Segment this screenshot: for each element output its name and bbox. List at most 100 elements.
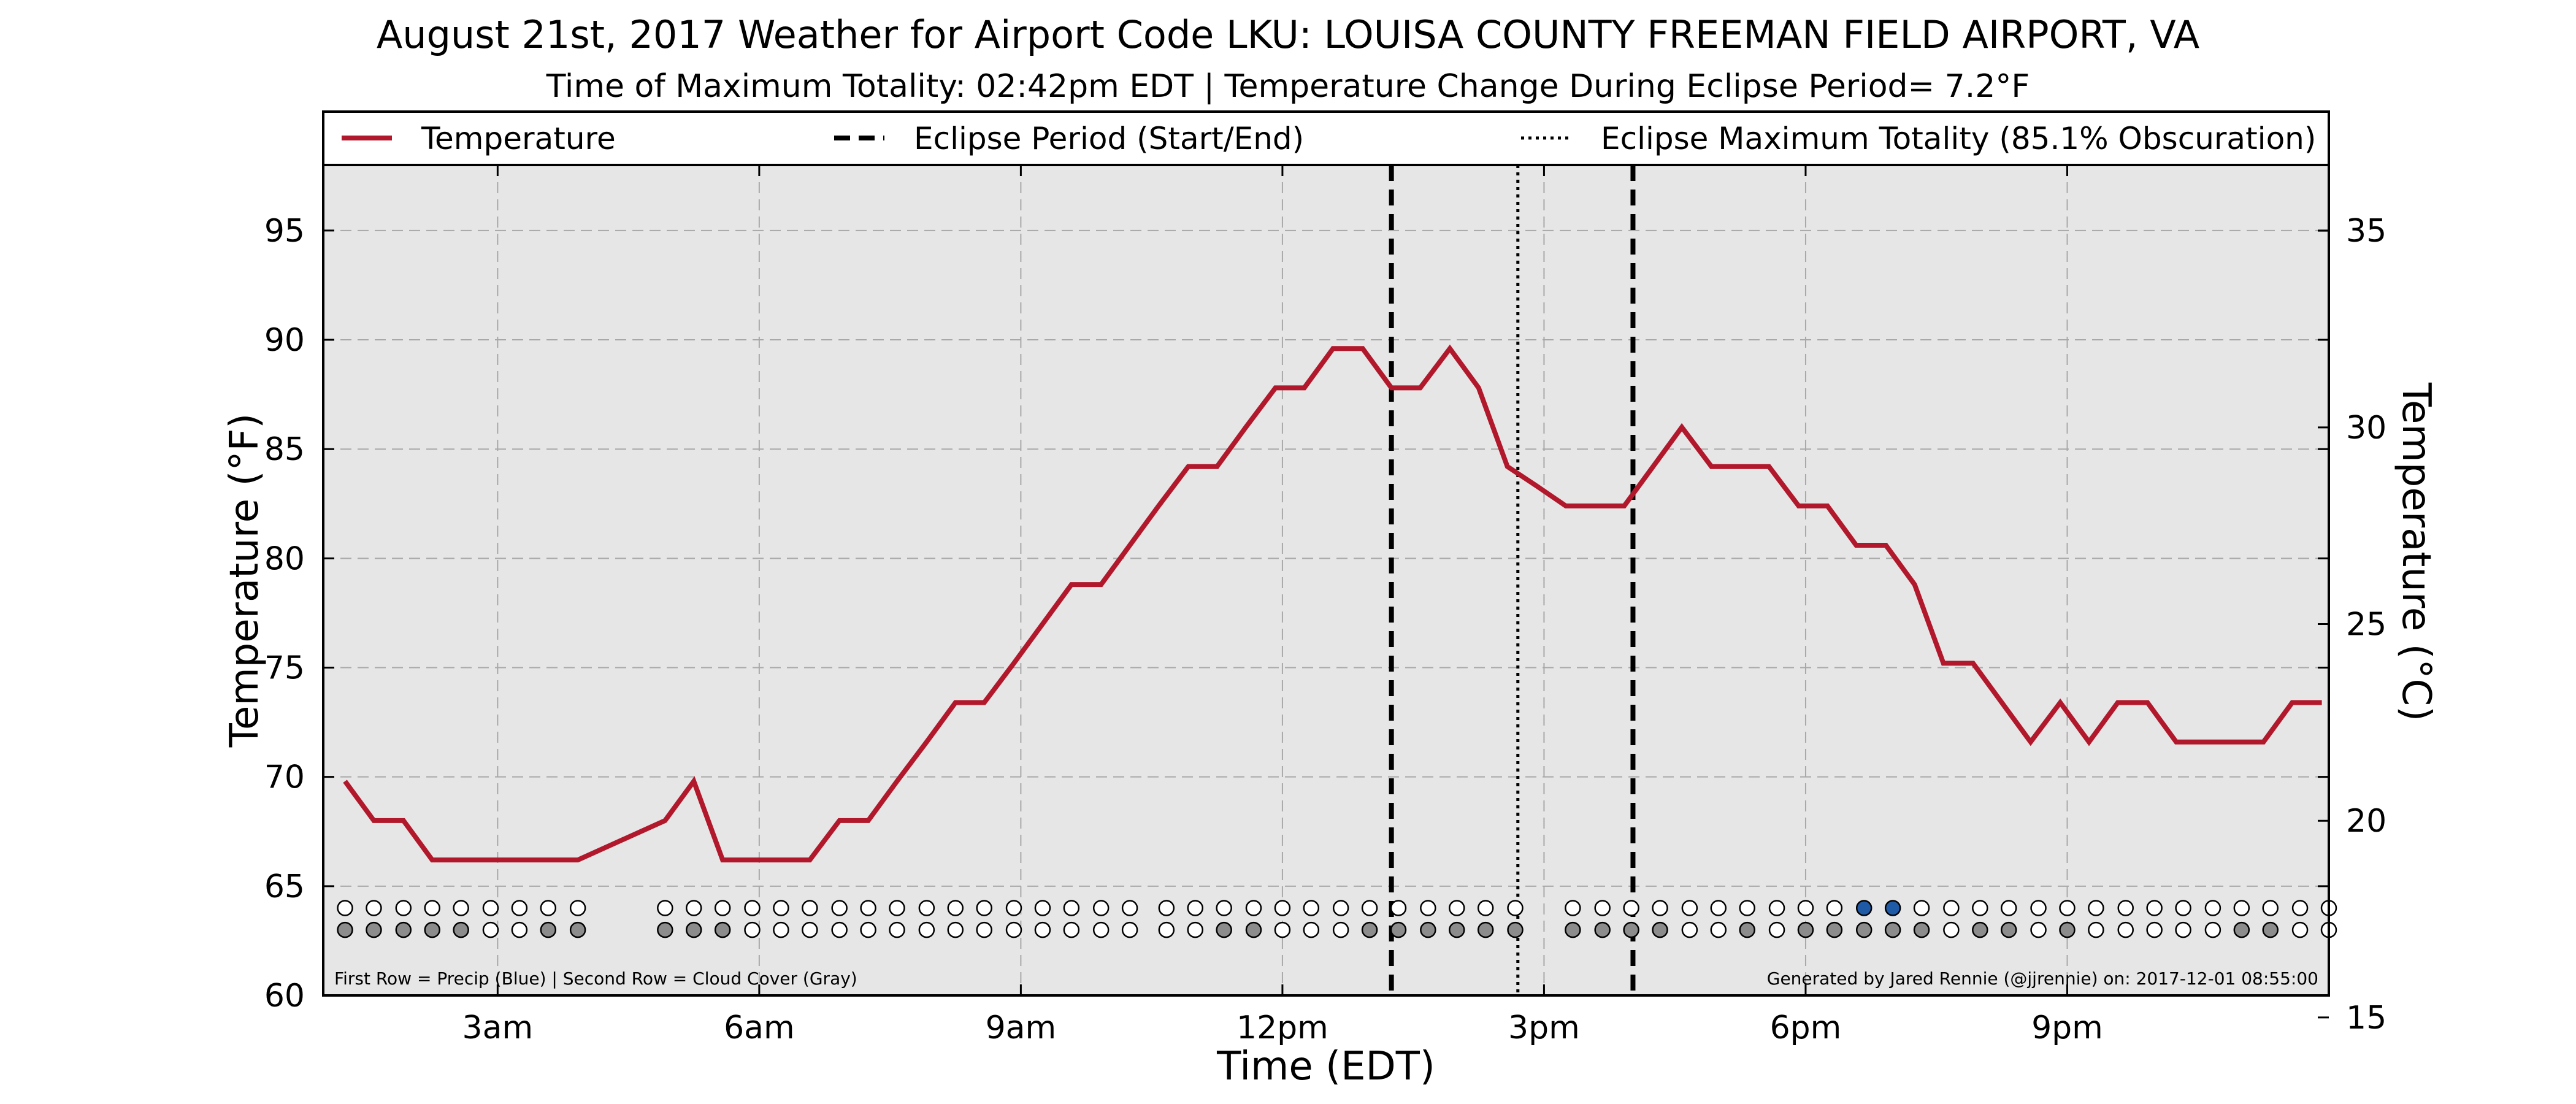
cloud-cover-marker — [1034, 921, 1051, 938]
cloud-cover-marker — [1826, 921, 1843, 938]
precip-marker — [1303, 900, 1320, 916]
x-tick-label: 6am — [724, 1010, 795, 1046]
precip-marker — [1005, 900, 1022, 916]
cloud-cover-marker — [1797, 921, 1814, 938]
cloud-cover-marker — [1855, 921, 1873, 938]
cloud-cover-marker — [1121, 921, 1138, 938]
precip-marker — [1158, 900, 1175, 916]
cloud-cover-marker — [1943, 921, 1960, 938]
cloud-cover-marker — [366, 921, 382, 938]
y-right-tick-label: 15 — [2346, 1000, 2386, 1037]
precip-marker — [1972, 900, 1988, 916]
legend-box — [322, 110, 2330, 166]
precip-marker — [1855, 900, 1873, 916]
precip-marker — [2175, 900, 2191, 916]
precip-marker — [889, 900, 905, 916]
cloud-cover-marker — [395, 921, 412, 938]
precip-marker — [2088, 900, 2104, 916]
precip-marker — [1187, 900, 1203, 916]
cloud-cover-marker — [2059, 921, 2076, 938]
precip-marker — [2146, 900, 2163, 916]
precip-marker — [1034, 900, 1051, 916]
cloud-cover-marker — [1361, 921, 1378, 938]
cloud-cover-marker — [2117, 921, 2134, 938]
cloud-cover-marker — [1092, 921, 1110, 938]
cloud-cover-marker — [1005, 921, 1022, 938]
precip-marker — [2204, 900, 2221, 916]
y-tick-label: 80 — [264, 540, 305, 577]
precip-marker — [424, 900, 440, 916]
legend-label-2: Eclipse Maximum Totality (85.1% Obscurat… — [1601, 121, 2316, 156]
cloud-cover-marker — [1652, 921, 1668, 938]
x-tick-label: 6pm — [1770, 1010, 1842, 1046]
cloud-cover-marker — [1063, 921, 1080, 938]
cloud-cover-marker — [802, 921, 818, 938]
cloud-cover-marker — [1884, 921, 1901, 938]
precip-marker — [1063, 900, 1080, 916]
plot-area — [323, 165, 2329, 995]
cloud-cover-marker — [2204, 921, 2221, 938]
y-right-tick-label: 20 — [2346, 803, 2386, 840]
cloud-cover-marker — [540, 921, 557, 938]
cloud-cover-marker — [1565, 921, 1581, 938]
cloud-cover-marker — [1420, 921, 1436, 938]
y-right-tick-label: 35 — [2346, 213, 2386, 250]
cloud-cover-marker — [482, 921, 499, 938]
cloud-cover-marker — [1507, 921, 1524, 938]
cloud-cover-marker — [1216, 921, 1232, 938]
cloud-cover-marker — [918, 921, 935, 938]
cloud-cover-marker — [947, 921, 964, 938]
cloud-cover-marker — [1623, 921, 1639, 938]
precip-marker — [1943, 900, 1960, 916]
cloud-cover-marker — [773, 921, 789, 938]
cloud-cover-marker — [1710, 921, 1727, 938]
precip-marker — [1826, 900, 1843, 916]
y-axis-label-right: Temperature (°C) — [2393, 382, 2439, 721]
legend-label-0: Temperature — [421, 121, 616, 156]
x-axis-label: Time (EDT) — [1216, 1044, 1435, 1089]
precip-marker — [685, 900, 702, 916]
precip-marker — [1245, 900, 1262, 916]
y-tick-label: 65 — [264, 868, 305, 905]
footnote-right: Generated by Jared Rennie (@jjrennie) on… — [1767, 968, 2318, 989]
plot-frame — [322, 164, 2330, 997]
precip-marker — [1332, 900, 1349, 916]
cloud-cover-marker — [1332, 921, 1349, 938]
precip-marker — [1681, 900, 1698, 916]
precip-marker — [1449, 900, 1465, 916]
indicator-rows — [337, 900, 2337, 938]
precip-marker — [1216, 900, 1232, 916]
precip-marker — [773, 900, 789, 916]
precip-marker — [1594, 900, 1611, 916]
temperature-line — [343, 344, 2322, 863]
cloud-cover-marker — [1449, 921, 1465, 938]
cloud-cover-marker — [1187, 921, 1203, 938]
precip-marker — [395, 900, 412, 916]
grid — [323, 165, 2329, 995]
precip-marker — [2059, 900, 2076, 916]
precip-marker — [1797, 900, 1814, 916]
precip-marker — [2233, 900, 2250, 916]
precip-marker — [482, 900, 499, 916]
cloud-cover-marker — [1274, 921, 1291, 938]
precip-marker — [2030, 900, 2047, 916]
y-tick-label: 95 — [264, 213, 305, 250]
x-axis-ticks: 3am 6am 9am 12pm 3pm 6pm 9pm — [462, 165, 2103, 1046]
precip-marker — [540, 900, 557, 916]
cloud-cover-marker — [1594, 921, 1611, 938]
legend-label-1: Eclipse Period (Start/End) — [914, 121, 1304, 156]
cloud-cover-marker — [1681, 921, 1698, 938]
cloud-cover-marker — [1390, 921, 1407, 938]
y-tick-label: 60 — [264, 978, 305, 1014]
temperature-series — [343, 344, 2322, 863]
cloud-cover-marker — [1739, 921, 1755, 938]
cloud-cover-marker — [2000, 921, 2017, 938]
y-axis-right-ticks: 15 20 25 30 35 — [2318, 213, 2386, 1037]
precip-marker — [1420, 900, 1436, 916]
cloud-cover-marker — [714, 921, 731, 938]
precip-marker — [1477, 900, 1494, 916]
cloud-cover-marker — [2233, 921, 2250, 938]
precip-marker — [714, 900, 731, 916]
precip-marker — [569, 900, 586, 916]
